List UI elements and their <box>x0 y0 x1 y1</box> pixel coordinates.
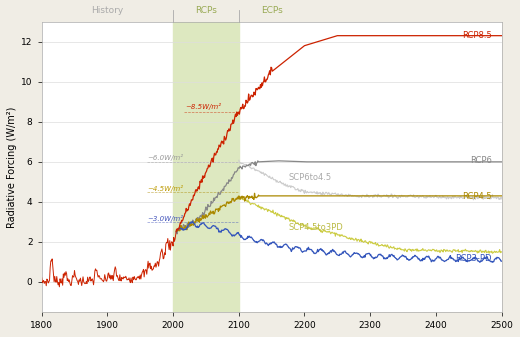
Text: ECPs: ECPs <box>261 6 282 15</box>
Text: ~6.0W/m²: ~6.0W/m² <box>147 154 183 161</box>
Bar <box>173 22 239 312</box>
Text: RCPs: RCPs <box>195 6 217 15</box>
Text: RCP6: RCP6 <box>470 156 492 165</box>
Text: ~4.5W/m²: ~4.5W/m² <box>147 185 183 192</box>
Text: RCP3-PD: RCP3-PD <box>456 254 492 264</box>
Text: SCP4.5to3PD: SCP4.5to3PD <box>288 223 343 233</box>
Y-axis label: Radiative Forcing (W/m²): Radiative Forcing (W/m²) <box>7 106 17 227</box>
Text: RCP4.5: RCP4.5 <box>462 192 492 202</box>
Text: ~3.0W/m²: ~3.0W/m² <box>147 215 183 222</box>
Text: ~8.5W/m²: ~8.5W/m² <box>185 103 221 110</box>
Text: History: History <box>91 6 123 15</box>
Text: RCP8.5: RCP8.5 <box>462 31 492 40</box>
Text: SCP6to4.5: SCP6to4.5 <box>288 173 331 182</box>
